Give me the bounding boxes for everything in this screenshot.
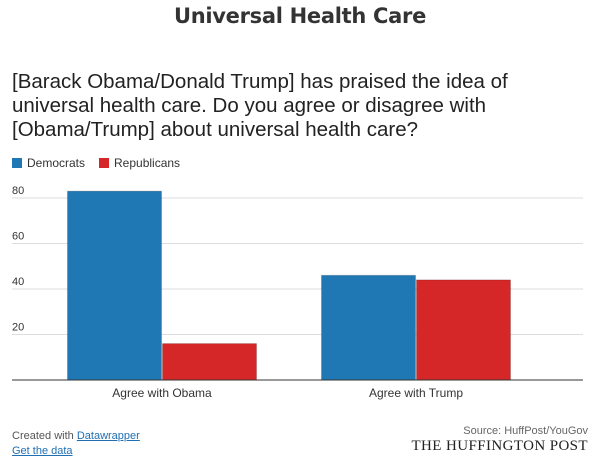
publisher-logo: THE HUFFINGTON POST xyxy=(411,438,588,454)
bar-democrats-0 xyxy=(67,190,162,381)
legend-label-republicans: Republicans xyxy=(114,156,181,170)
y-tick-label-80: 80 xyxy=(12,185,24,197)
bar-chart: 20 40 60 80 Agree with Obama Agree with Trum… xyxy=(12,185,583,400)
chart-title: Universal Health Care xyxy=(173,4,427,28)
source-note: Source: HuffPost/YouGov xyxy=(463,425,588,437)
get-data-link[interactable]: Get the data xyxy=(12,445,73,457)
bar-democrats-1 xyxy=(321,274,416,381)
legend-item-democrats: Democrats xyxy=(12,156,85,170)
chart-question: [Barack Obama/Donald Trump] has praised … xyxy=(12,70,508,141)
x-axis: Agree with Obama Agree with Trump xyxy=(12,379,583,400)
y-tick-label-40: 40 xyxy=(12,276,24,288)
x-tick-label-0: Agree with Obama xyxy=(112,386,212,400)
legend-item-republicans: Republicans xyxy=(99,156,180,170)
bars xyxy=(67,190,511,381)
legend-swatch-republicans xyxy=(99,158,110,168)
bar-republicans-0 xyxy=(162,343,257,381)
credits: Created with Datawrapper Get the data xyxy=(12,429,140,459)
x-tick-label-1: Agree with Trump xyxy=(369,386,463,400)
legend: Democrats Republicans xyxy=(12,156,194,170)
datawrapper-link[interactable]: Datawrapper xyxy=(76,430,140,442)
legend-label-democrats: Democrats xyxy=(27,156,86,170)
bar-republicans-1 xyxy=(416,279,511,381)
y-tick-label-20: 20 xyxy=(12,322,24,334)
created-with-text: Created with xyxy=(12,430,74,442)
y-tick-label-60: 60 xyxy=(12,231,24,243)
legend-swatch-democrats xyxy=(12,158,22,168)
